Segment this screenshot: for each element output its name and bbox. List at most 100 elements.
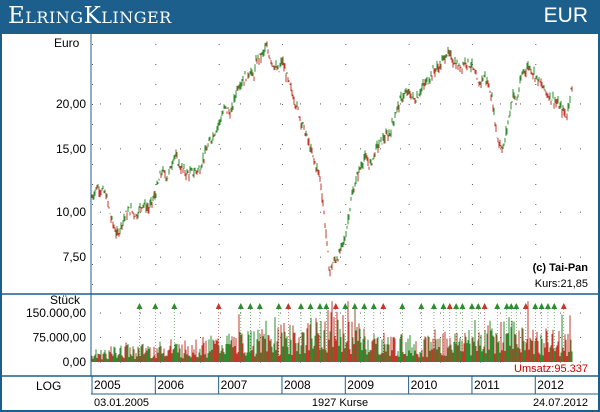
grid-dot (340, 312, 341, 314)
grid-dot (560, 337, 561, 339)
grid-dot (460, 337, 461, 339)
grid-dot (155, 64, 157, 65)
grid-dot (345, 204, 347, 205)
grid-dot (120, 103, 121, 105)
grid-dot (140, 312, 141, 314)
price-unit-label: Euro (54, 36, 80, 50)
grid-dot (360, 103, 361, 105)
grid-dot (155, 184, 157, 185)
signal-marker (513, 303, 520, 309)
grid-dot (280, 148, 281, 150)
price-y-ticks: 7,50 10,00 15,00 20,00 (56, 97, 86, 264)
grid-dot (540, 211, 541, 213)
grid-dot (218, 84, 220, 85)
grid-dot (155, 104, 157, 105)
grid-dot (140, 256, 141, 258)
grid-dot (100, 148, 101, 150)
grid-dot (535, 104, 537, 105)
grid-dot (155, 84, 157, 85)
grid-dot (240, 256, 241, 258)
grid-dot (200, 312, 201, 314)
grid-dot (280, 211, 281, 213)
signal-marker (332, 303, 339, 309)
grid-dot (400, 103, 401, 105)
grid-dot (400, 148, 401, 150)
volume-panel: Stück 0,00 75.000,00 150.000,00 Umsatz:95.… (0, 293, 600, 377)
kurs-label: Kurs:21,85 (535, 278, 588, 290)
grid-dot (281, 244, 283, 245)
grid-dot (160, 256, 161, 258)
grid-dot (340, 211, 341, 213)
grid-dot (480, 103, 481, 105)
grid-dot (535, 64, 537, 65)
grid-dot (100, 312, 101, 314)
grid-dot (408, 84, 410, 85)
grid-dot (155, 164, 157, 165)
grid-dot (560, 211, 561, 213)
grid-dot (408, 284, 410, 285)
grid-dot (281, 124, 283, 125)
grid-dot (540, 103, 541, 105)
grid-dot (120, 256, 121, 258)
grid-dot (180, 103, 181, 105)
grid-dot (281, 104, 283, 105)
grid-dot (240, 103, 241, 105)
grid-dot (280, 103, 281, 105)
signal-marker (307, 303, 314, 309)
grid-dot (260, 256, 261, 258)
grid-dot (200, 103, 201, 105)
grid-dot (540, 148, 541, 150)
signal-marker (297, 303, 304, 309)
signal-marker (468, 303, 475, 309)
signal-marker (551, 303, 558, 309)
grid-dot (92, 124, 93, 125)
grid-dot (155, 144, 157, 145)
brand-title: ElringKlinger (8, 3, 172, 29)
grid-dot (535, 244, 537, 245)
grid-dot (120, 337, 121, 339)
grid-dot (460, 103, 461, 105)
price-panel: Euro 7,50 10,00 15,00 20,00 (c) Tai-Pan Kur… (0, 34, 600, 376)
grid-dot (471, 264, 473, 265)
grid-dot (520, 312, 521, 314)
signal-marker (538, 303, 545, 309)
grid-dot (200, 211, 201, 213)
price-y-tick-label: 7,50 (63, 250, 87, 264)
signal-marker (503, 303, 510, 309)
signal-marker (380, 303, 387, 309)
footer-axis: LOG 2005 2006 2007 2008 2009 2010 2011 2012 03.… (36, 376, 600, 409)
grid-dot (535, 84, 537, 85)
signal-marker (316, 303, 323, 309)
grid-dot (471, 144, 473, 145)
grid-dot (408, 224, 410, 225)
grid-dot (535, 44, 537, 45)
grid-dot (471, 104, 473, 105)
grid-dot (281, 144, 283, 145)
grid-dot (155, 224, 157, 225)
grid-dot (420, 211, 421, 213)
grid-dot (420, 337, 421, 339)
grid-dot (281, 164, 283, 165)
grid-dot (440, 312, 441, 314)
grid-dot (320, 103, 321, 105)
grid-dot (220, 337, 221, 339)
volume-unit-label: Stück (50, 293, 81, 307)
grid-dot (218, 184, 220, 185)
grid-dot (92, 84, 93, 85)
grid-dot (180, 312, 181, 314)
grid-dot (260, 148, 261, 150)
grid-dot (260, 211, 261, 213)
grid-dot (520, 103, 521, 105)
x-tick-label: 2005 (94, 378, 121, 392)
signal-marker (285, 303, 292, 309)
grid-dot (345, 184, 347, 185)
grid-dot (220, 103, 221, 105)
grid-dot (200, 256, 201, 258)
grid-dot (471, 184, 473, 185)
grid-dot (380, 211, 381, 213)
grid-dot (535, 124, 537, 125)
grid-dot (320, 148, 321, 150)
grid-dot (408, 164, 410, 165)
signal-marker (459, 303, 466, 309)
